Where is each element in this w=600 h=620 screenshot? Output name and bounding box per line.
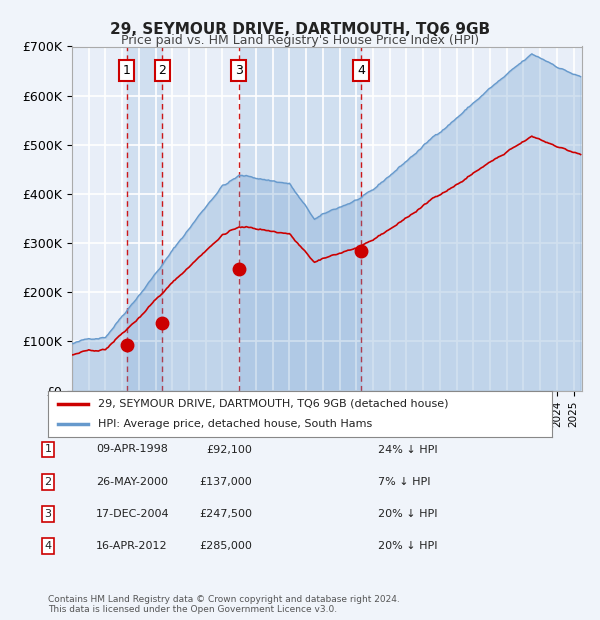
Text: 2: 2 (44, 477, 52, 487)
Text: 09-APR-1998: 09-APR-1998 (96, 445, 168, 454)
Text: 29, SEYMOUR DRIVE, DARTMOUTH, TQ6 9GB (detached house): 29, SEYMOUR DRIVE, DARTMOUTH, TQ6 9GB (d… (98, 399, 449, 409)
Text: 16-APR-2012: 16-APR-2012 (96, 541, 167, 551)
Text: Contains HM Land Registry data © Crown copyright and database right 2024.: Contains HM Land Registry data © Crown c… (48, 595, 400, 604)
Text: 3: 3 (235, 64, 242, 77)
Text: 1: 1 (44, 445, 52, 454)
Text: 20% ↓ HPI: 20% ↓ HPI (378, 541, 437, 551)
Text: 26-MAY-2000: 26-MAY-2000 (96, 477, 168, 487)
Text: 1: 1 (123, 64, 131, 77)
Text: 17-DEC-2004: 17-DEC-2004 (96, 509, 170, 519)
Text: 3: 3 (44, 509, 52, 519)
Text: 4: 4 (357, 64, 365, 77)
Text: £92,100: £92,100 (206, 445, 252, 454)
Text: 4: 4 (44, 541, 52, 551)
Text: HPI: Average price, detached house, South Hams: HPI: Average price, detached house, Sout… (98, 419, 373, 429)
Text: Price paid vs. HM Land Registry's House Price Index (HPI): Price paid vs. HM Land Registry's House … (121, 34, 479, 47)
Text: 7% ↓ HPI: 7% ↓ HPI (378, 477, 431, 487)
Bar (239, 46, 361, 391)
Text: £137,000: £137,000 (199, 477, 252, 487)
Text: This data is licensed under the Open Government Licence v3.0.: This data is licensed under the Open Gov… (48, 604, 337, 614)
Text: 2: 2 (158, 64, 166, 77)
Text: 29, SEYMOUR DRIVE, DARTMOUTH, TQ6 9GB: 29, SEYMOUR DRIVE, DARTMOUTH, TQ6 9GB (110, 22, 490, 37)
Bar (127, 46, 162, 391)
Text: £247,500: £247,500 (199, 509, 252, 519)
Text: 20% ↓ HPI: 20% ↓ HPI (378, 509, 437, 519)
Text: £285,000: £285,000 (199, 541, 252, 551)
Text: 24% ↓ HPI: 24% ↓ HPI (378, 445, 437, 454)
